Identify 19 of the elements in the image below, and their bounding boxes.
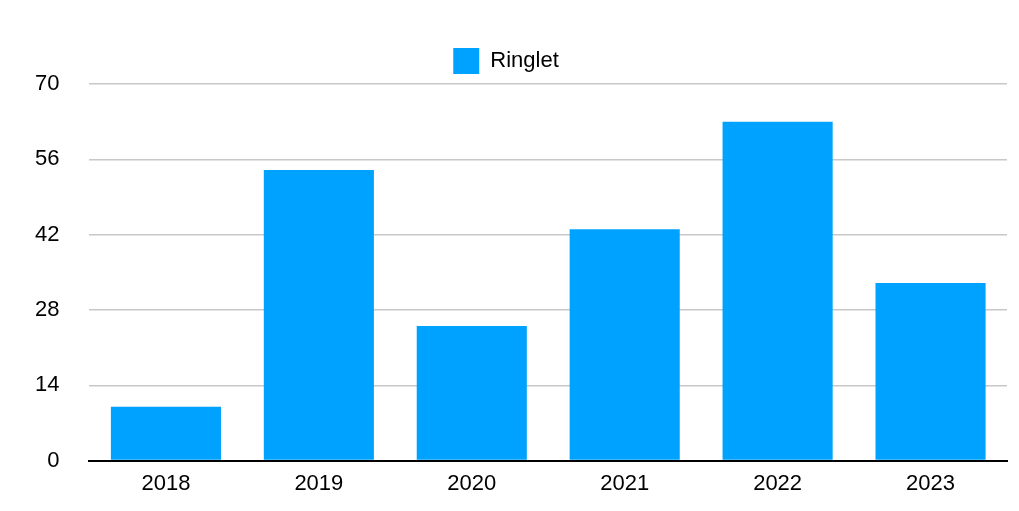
x-tick-label: 2021	[600, 469, 650, 495]
bar	[722, 121, 833, 460]
y-tick-label: 42	[34, 220, 60, 246]
legend-label: Ringlet	[490, 47, 559, 73]
x-tick-label: 2018	[141, 469, 191, 495]
y-tick-label: 70	[34, 70, 60, 96]
x-tick-label: 2022	[753, 469, 803, 495]
x-tick-label: 2019	[294, 469, 344, 495]
y-tick-label: 28	[34, 296, 60, 322]
y-tick-label: 56	[34, 145, 60, 171]
x-tick-label: 2020	[447, 469, 497, 495]
bar	[416, 326, 527, 460]
x-tick-label: 2023	[906, 469, 956, 495]
bar	[569, 229, 680, 460]
bar	[110, 406, 221, 460]
y-tick-label: 0	[47, 446, 60, 472]
bar	[875, 283, 986, 460]
y-tick-label: 14	[34, 371, 60, 397]
bar	[263, 170, 374, 460]
